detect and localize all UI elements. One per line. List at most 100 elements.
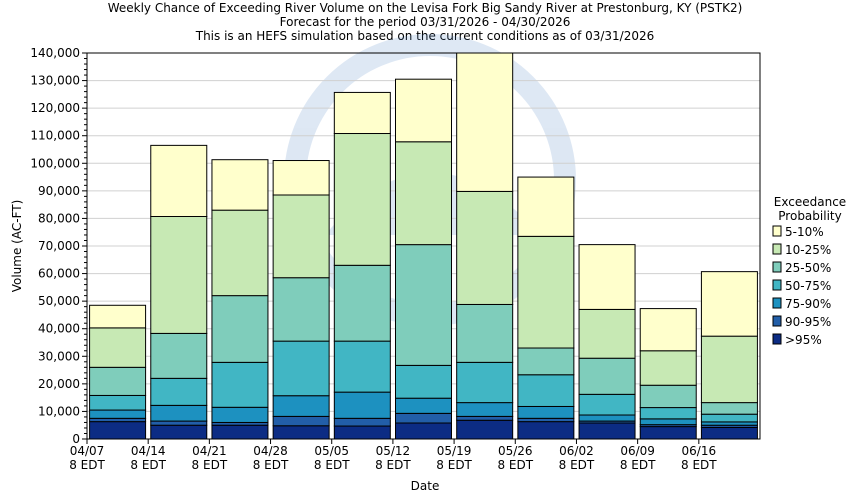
bar-segment bbox=[150, 404, 208, 422]
x-tick-label-time: 8 EDT bbox=[130, 458, 166, 472]
bar-stack bbox=[272, 160, 330, 440]
bar-segment bbox=[89, 366, 147, 396]
x-tick-label-date: 05/05 bbox=[314, 444, 349, 458]
y-tick-label: 130,000 bbox=[30, 74, 80, 88]
y-tick-label: 70,000 bbox=[38, 239, 80, 253]
bar-segment bbox=[517, 405, 575, 419]
bar-segment bbox=[333, 91, 391, 135]
bar-segment bbox=[456, 190, 514, 305]
x-tick-label-time: 8 EDT bbox=[375, 458, 411, 472]
x-tick-label-date: 06/16 bbox=[682, 444, 717, 458]
bar-segment bbox=[150, 420, 208, 426]
x-tick-label-date: 06/02 bbox=[559, 444, 594, 458]
y-tick-label: 30,000 bbox=[38, 349, 80, 363]
chart-title: Weekly Chance of Exceeding River Volume … bbox=[108, 1, 743, 15]
bar-segment bbox=[333, 133, 391, 266]
legend-title: Exceedance bbox=[774, 195, 846, 209]
bar-segment bbox=[333, 425, 391, 440]
bar-segment bbox=[211, 361, 269, 408]
x-tick-label-date: 04/07 bbox=[70, 444, 105, 458]
legend-label: 50-75% bbox=[785, 279, 831, 293]
bars-layer bbox=[89, 52, 758, 440]
bar-segment bbox=[639, 350, 697, 386]
bar-segment bbox=[211, 424, 269, 440]
bar-segment bbox=[639, 426, 697, 440]
x-tick-label-time: 8 EDT bbox=[436, 458, 472, 472]
bar-segment bbox=[272, 425, 330, 440]
y-tick-label: 140,000 bbox=[30, 46, 80, 60]
bar-segment bbox=[639, 308, 697, 352]
bar-segment bbox=[333, 391, 391, 419]
bar-segment bbox=[89, 409, 147, 419]
bar-segment bbox=[700, 271, 758, 337]
chart-subtitle: Forecast for the period 03/31/2026 - 04/… bbox=[280, 15, 571, 29]
legend-label: 75-90% bbox=[785, 297, 831, 311]
bar-stack bbox=[211, 159, 269, 440]
x-tick-label-time: 8 EDT bbox=[314, 458, 350, 472]
bar-segment bbox=[395, 141, 452, 246]
bar-segment bbox=[150, 215, 208, 334]
bar-segment bbox=[639, 418, 697, 426]
bar-segment bbox=[395, 397, 452, 414]
bar-segment bbox=[700, 335, 758, 404]
legend-label: 90-95% bbox=[785, 315, 831, 329]
bar-segment bbox=[456, 419, 514, 440]
legend-label: 10-25% bbox=[785, 243, 831, 257]
bar-segment bbox=[211, 406, 269, 423]
y-tick-label: 50,000 bbox=[38, 294, 80, 308]
y-axis-label: Volume (AC-FT) bbox=[10, 200, 24, 293]
x-tick-label-time: 8 EDT bbox=[253, 458, 289, 472]
bar-segment bbox=[150, 424, 208, 440]
y-tick-label: 40,000 bbox=[38, 322, 80, 336]
bar-segment bbox=[578, 244, 636, 310]
bar-segment bbox=[517, 235, 575, 349]
bar-segment bbox=[272, 277, 330, 342]
y-tick-label: 60,000 bbox=[38, 267, 80, 281]
y-tick-label: 0 bbox=[72, 432, 80, 446]
bar-stack bbox=[456, 52, 514, 440]
bar-stack bbox=[395, 78, 452, 440]
x-tick-label-time: 8 EDT bbox=[497, 458, 533, 472]
bar-segment bbox=[272, 340, 330, 397]
bar-stack bbox=[517, 176, 575, 440]
x-axis-label: Date bbox=[411, 479, 440, 493]
bar-segment bbox=[700, 413, 758, 423]
bar-segment bbox=[456, 361, 514, 404]
bar-stack bbox=[578, 244, 636, 440]
legend-swatch bbox=[772, 315, 782, 327]
bar-segment bbox=[700, 426, 758, 440]
x-tick-label-date: 05/19 bbox=[437, 444, 472, 458]
bar-segment bbox=[395, 364, 452, 399]
bar-segment bbox=[89, 304, 147, 329]
bar-segment bbox=[395, 244, 452, 366]
bar-segment bbox=[333, 264, 391, 342]
chart-subtitle-2: This is an HEFS simulation based on the … bbox=[195, 29, 655, 43]
bar-segment bbox=[456, 52, 514, 192]
bar-segment bbox=[89, 394, 147, 411]
bar-segment bbox=[272, 194, 330, 279]
bar-segment bbox=[700, 402, 758, 415]
legend-label: 25-50% bbox=[785, 261, 831, 275]
y-axis: 0 10,000 20,000 30,000 40,000 50,000 60,000 70,… bbox=[30, 46, 87, 446]
bar-segment bbox=[578, 422, 636, 440]
bar-stack bbox=[639, 308, 697, 440]
y-tick-label: 20,000 bbox=[38, 377, 80, 391]
bar-segment bbox=[578, 357, 636, 395]
bar-segment bbox=[456, 415, 514, 421]
bar-segment bbox=[211, 295, 269, 363]
bar-segment bbox=[578, 414, 636, 422]
bar-segment bbox=[89, 421, 147, 440]
bar-segment bbox=[456, 402, 514, 417]
bar-segment bbox=[211, 209, 269, 297]
x-tick-label-date: 05/26 bbox=[498, 444, 533, 458]
bar-segment bbox=[517, 347, 575, 376]
legend-label: >95% bbox=[785, 333, 822, 347]
bar-segment bbox=[333, 340, 391, 393]
bar-segment bbox=[578, 308, 636, 359]
y-tick-label: 80,000 bbox=[38, 211, 80, 225]
legend-swatch bbox=[772, 279, 782, 291]
bar-segment bbox=[272, 415, 330, 427]
